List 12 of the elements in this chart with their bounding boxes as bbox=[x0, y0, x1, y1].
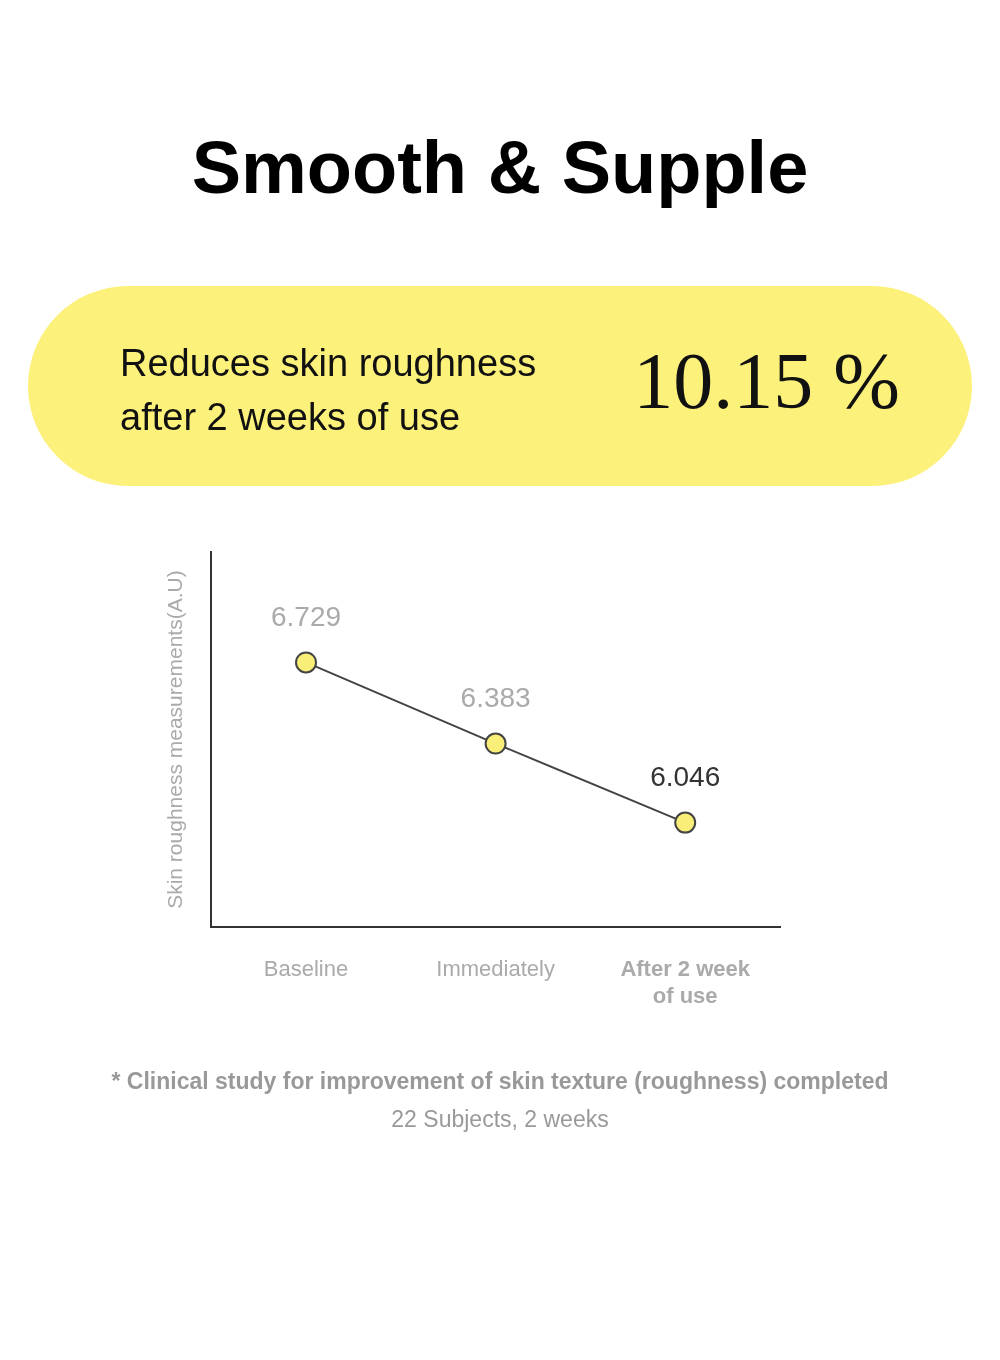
text: 22 Subjects, 2 weeks bbox=[390, 1106, 610, 1133]
text: 10.15 % bbox=[633, 336, 900, 427]
x-tick-label: After 2 week of use bbox=[620, 956, 751, 1008]
x-tick-label: Immediately bbox=[436, 956, 555, 982]
chart-title: Smooth & Supple bbox=[190, 125, 810, 210]
y-axis-title: Skin roughness measurements(A.U) bbox=[163, 570, 187, 909]
text: * Clinical study for improvement of skin texture (roughness) completed bbox=[110, 1068, 890, 1095]
data-label: 6.046 bbox=[650, 761, 721, 793]
x-tick-label: Baseline bbox=[263, 956, 349, 982]
data-label: 6.383 bbox=[460, 682, 531, 714]
chart-subtitle: Reduces skin roughness after 2 weeks of use bbox=[120, 341, 538, 440]
data-label: 6.729 bbox=[270, 601, 342, 633]
